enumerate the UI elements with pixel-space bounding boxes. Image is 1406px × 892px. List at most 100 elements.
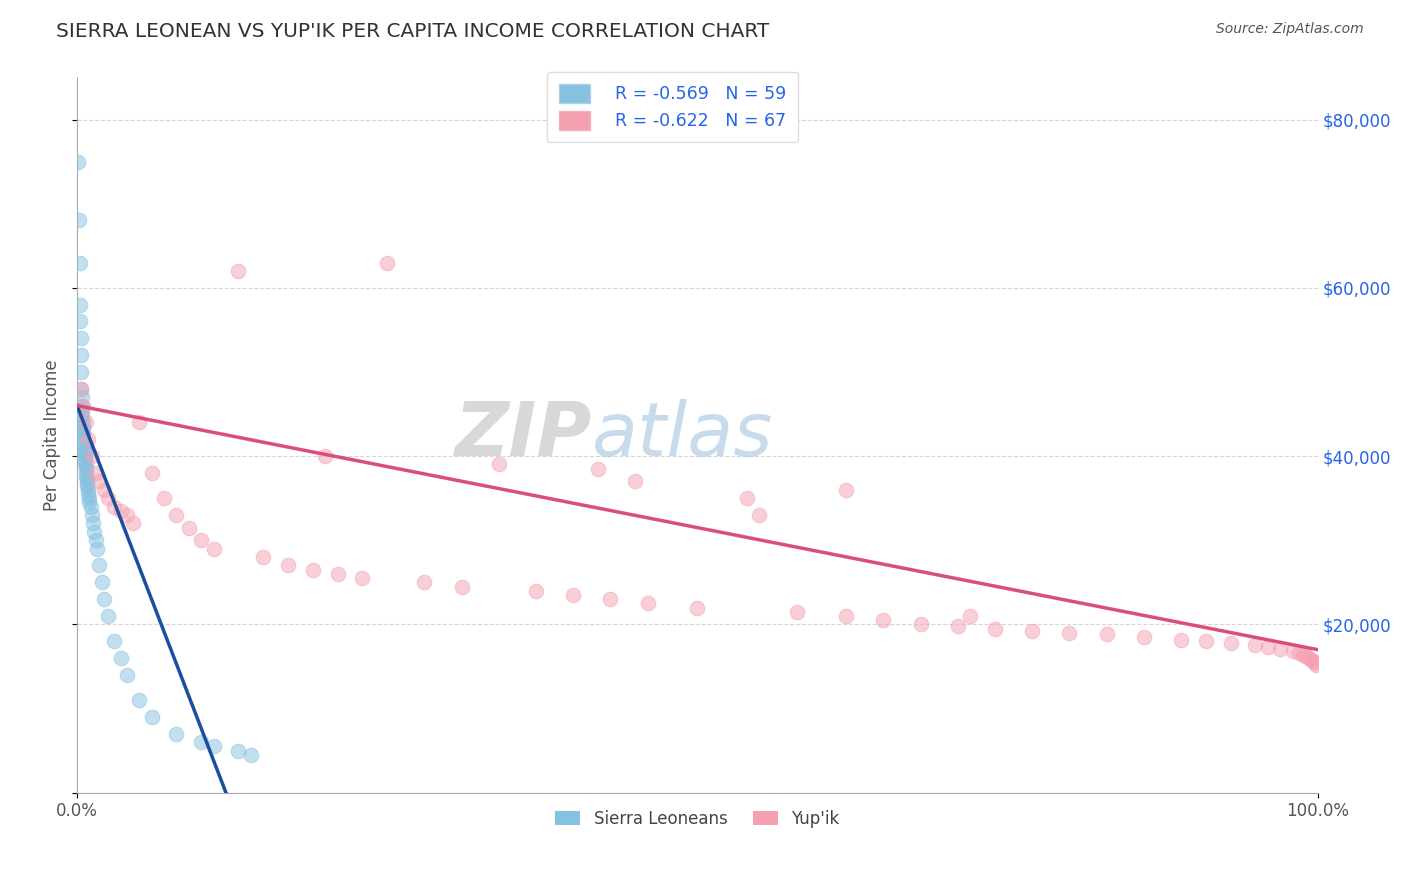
Point: [72, 399, 94, 413]
Y-axis label: Per Capita Income: Per Capita Income: [44, 359, 60, 511]
Point: [86, 541, 108, 556]
Point: [239, 747, 262, 762]
Point: [93, 483, 115, 497]
Point: [115, 668, 138, 682]
Point: [73, 442, 96, 457]
Point: [75, 461, 97, 475]
Point: [165, 727, 187, 741]
Point: [202, 541, 225, 556]
Point: [79, 495, 101, 509]
Point: [69, 298, 91, 312]
Point: [959, 609, 981, 624]
Point: [946, 619, 969, 633]
Point: [735, 491, 758, 505]
Point: [77, 483, 100, 497]
Point: [1281, 644, 1303, 658]
Point: [69, 331, 91, 345]
Point: [75, 466, 97, 480]
Point: [70, 390, 93, 404]
Point: [72, 432, 94, 446]
Point: [128, 416, 150, 430]
Point: [413, 575, 436, 590]
Point: [1219, 636, 1241, 650]
Point: [1133, 630, 1156, 644]
Point: [1305, 657, 1327, 672]
Point: [72, 436, 94, 450]
Point: [75, 459, 97, 474]
Text: Source: ZipAtlas.com: Source: ZipAtlas.com: [1216, 22, 1364, 37]
Point: [82, 516, 104, 531]
Point: [1270, 641, 1292, 656]
Legend: Sierra Leoneans, Yup'ik: Sierra Leoneans, Yup'ik: [548, 803, 846, 834]
Point: [73, 439, 96, 453]
Point: [202, 739, 225, 754]
Point: [301, 563, 323, 577]
Point: [83, 524, 105, 539]
Point: [115, 508, 138, 522]
Point: [748, 508, 770, 522]
Point: [76, 473, 98, 487]
Point: [97, 609, 120, 624]
Point: [524, 583, 547, 598]
Point: [1059, 625, 1081, 640]
Point: [314, 449, 336, 463]
Point: [835, 609, 858, 624]
Point: [70, 399, 93, 413]
Point: [72, 428, 94, 442]
Point: [586, 461, 609, 475]
Point: [599, 592, 621, 607]
Point: [110, 504, 132, 518]
Point: [67, 213, 90, 227]
Point: [835, 483, 858, 497]
Point: [1291, 648, 1313, 662]
Point: [72, 425, 94, 440]
Point: [1295, 649, 1317, 664]
Point: [252, 550, 274, 565]
Point: [352, 571, 374, 585]
Point: [1195, 634, 1218, 648]
Point: [72, 416, 94, 430]
Point: [1302, 654, 1324, 668]
Point: [73, 447, 96, 461]
Point: [89, 475, 111, 489]
Point: [177, 520, 200, 534]
Point: [73, 458, 96, 472]
Point: [488, 458, 510, 472]
Point: [69, 365, 91, 379]
Point: [153, 491, 176, 505]
Point: [93, 592, 115, 607]
Point: [97, 491, 120, 505]
Point: [69, 382, 91, 396]
Point: [76, 475, 98, 490]
Point: [73, 453, 96, 467]
Point: [89, 558, 111, 573]
Point: [69, 348, 91, 362]
Text: atlas: atlas: [592, 399, 773, 471]
Point: [141, 466, 163, 480]
Point: [103, 634, 125, 648]
Point: [77, 432, 100, 446]
Point: [69, 255, 91, 269]
Point: [562, 588, 585, 602]
Point: [141, 710, 163, 724]
Text: ZIP: ZIP: [454, 399, 592, 472]
Point: [786, 605, 808, 619]
Point: [69, 382, 91, 396]
Point: [1021, 624, 1043, 639]
Point: [1244, 639, 1267, 653]
Text: SIERRA LEONEAN VS YUP'IK PER CAPITA INCOME CORRELATION CHART: SIERRA LEONEAN VS YUP'IK PER CAPITA INCO…: [56, 22, 769, 41]
Point: [190, 735, 212, 749]
Point: [70, 402, 93, 417]
Point: [73, 449, 96, 463]
Point: [70, 411, 93, 425]
Point: [686, 600, 709, 615]
Point: [984, 622, 1007, 636]
Point: [67, 154, 90, 169]
Point: [190, 533, 212, 548]
Point: [910, 617, 932, 632]
Point: [1288, 646, 1310, 660]
Point: [128, 693, 150, 707]
Point: [110, 651, 132, 665]
Point: [1303, 656, 1326, 670]
Point: [69, 314, 91, 328]
